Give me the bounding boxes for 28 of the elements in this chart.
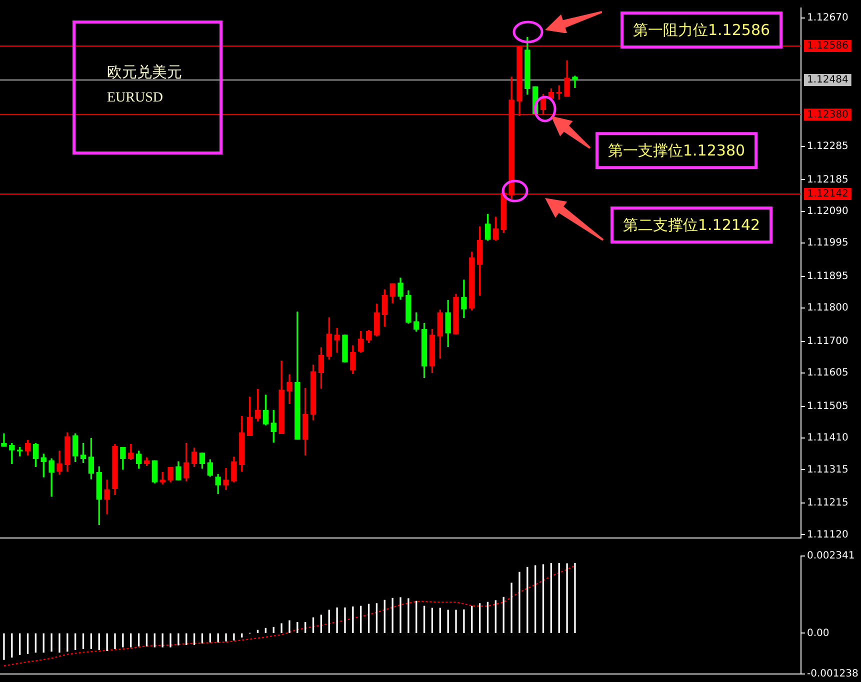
y-tick-label: 1.12090 bbox=[807, 206, 848, 217]
y-tick-label: 0.002341 bbox=[807, 550, 855, 562]
y-tick-label: -0.001238 bbox=[807, 668, 858, 680]
y-tick-label: 1.12670 bbox=[807, 12, 848, 24]
ref-line-label: 1.12484 bbox=[807, 74, 848, 86]
y-tick-label: 1.11120 bbox=[807, 529, 848, 540]
y-tick-label: 1.12285 bbox=[807, 140, 848, 152]
annotation: 第一支撑位1.12380 bbox=[608, 142, 746, 160]
annotation: 第一阻力位1.12586 bbox=[633, 20, 770, 39]
y-tick-label: 1.11315 bbox=[807, 464, 848, 476]
y-tick-label: 1.11895 bbox=[807, 270, 848, 282]
text: 欧元兑美元 bbox=[107, 62, 182, 81]
y-tick-label: 1.11995 bbox=[807, 238, 848, 249]
annotation: 第二支撑位1.12142 bbox=[623, 216, 760, 234]
y-tick-label: 0.00 bbox=[807, 628, 830, 639]
ref-line-label: 1.12142 bbox=[807, 188, 848, 200]
ref-line-label: 1.12586 bbox=[807, 40, 848, 52]
ref-line-label: 1.12380 bbox=[807, 109, 848, 120]
y-tick-label: 1.11215 bbox=[807, 498, 848, 509]
text: EURUSD bbox=[107, 90, 164, 106]
y-tick-label: 1.11700 bbox=[807, 336, 848, 347]
y-tick-label: 1.11505 bbox=[807, 400, 848, 412]
y-tick-label: 1.11410 bbox=[807, 432, 848, 444]
y-tick-label: 1.11605 bbox=[807, 368, 848, 379]
line-series bbox=[3, 564, 576, 666]
candlestick bbox=[342, 334, 348, 362]
y-tick-label: 1.11800 bbox=[807, 302, 848, 314]
y-tick-label: 1.12185 bbox=[807, 174, 848, 186]
